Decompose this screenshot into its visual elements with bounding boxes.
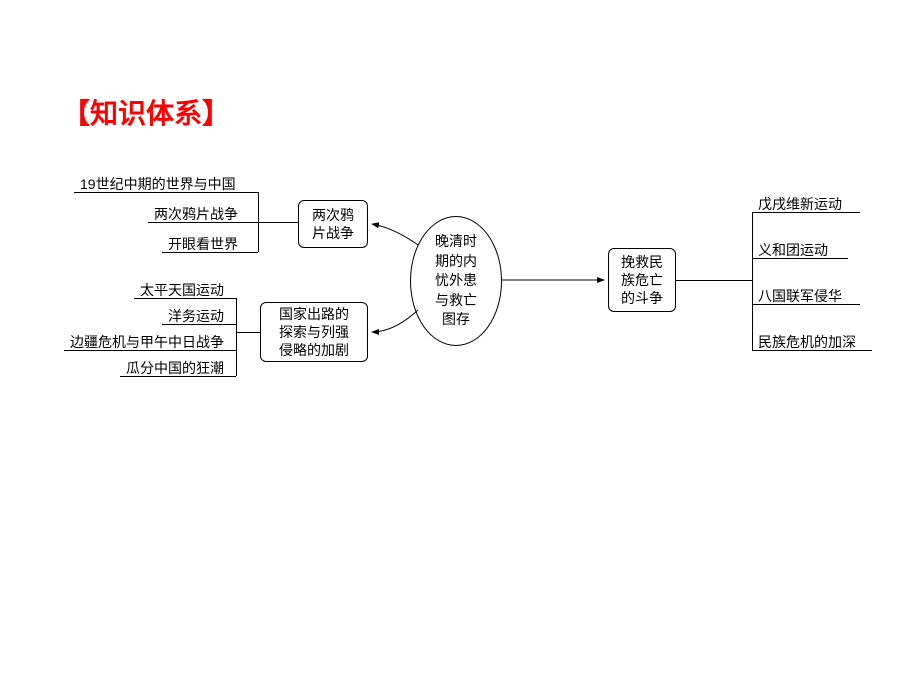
leaf-item: 瓜分中国的狂潮 (126, 358, 224, 378)
bracket-v (236, 298, 237, 376)
leaf-underline (134, 298, 236, 299)
bracket-h (676, 280, 752, 281)
leaf-underline (74, 192, 258, 193)
branch-top-left-label: 两次鸦片战争 (312, 206, 354, 242)
leaf-item: 八国联军侵华 (758, 286, 842, 306)
leaf-underline (162, 324, 236, 325)
branch-right-label: 挽救民族危亡的斗争 (621, 253, 663, 308)
leaf-underline (162, 252, 258, 253)
leaf-underline (752, 304, 860, 305)
leaf-item: 民族危机的加深 (758, 332, 856, 352)
leaf-underline (752, 212, 860, 213)
bracket-v (752, 212, 753, 350)
center-node: 晚清时期的内忧外患与救亡图存 (410, 216, 502, 346)
leaf-item: 19世纪中期的世界与中国 (80, 174, 236, 194)
leaf-item: 边疆危机与甲午中日战争 (70, 332, 224, 352)
bracket-h (258, 222, 298, 223)
leaf-item: 戊戌维新运动 (758, 194, 842, 214)
leaf-item: 洋务运动 (168, 306, 224, 326)
leaf-item: 太平天国运动 (140, 280, 224, 300)
branch-right: 挽救民族危亡的斗争 (608, 248, 676, 312)
leaf-underline (752, 350, 872, 351)
leaf-underline (752, 258, 848, 259)
leaf-underline (64, 350, 236, 351)
leaf-item: 两次鸦片战争 (154, 204, 238, 224)
leaf-item: 义和团运动 (758, 240, 828, 260)
leaf-item: 开眼看世界 (168, 234, 238, 254)
leaf-underline (148, 222, 258, 223)
bracket-h (236, 332, 260, 333)
leaf-underline (120, 376, 236, 377)
branch-bottom-left: 国家出路的探索与列强侵略的加剧 (260, 302, 368, 362)
branch-top-left: 两次鸦片战争 (298, 200, 368, 248)
page-title: 【知识体系】 (62, 92, 230, 132)
center-node-label: 晚清时期的内忧外患与救亡图存 (435, 232, 477, 330)
branch-bottom-left-label: 国家出路的探索与列强侵略的加剧 (279, 305, 349, 360)
